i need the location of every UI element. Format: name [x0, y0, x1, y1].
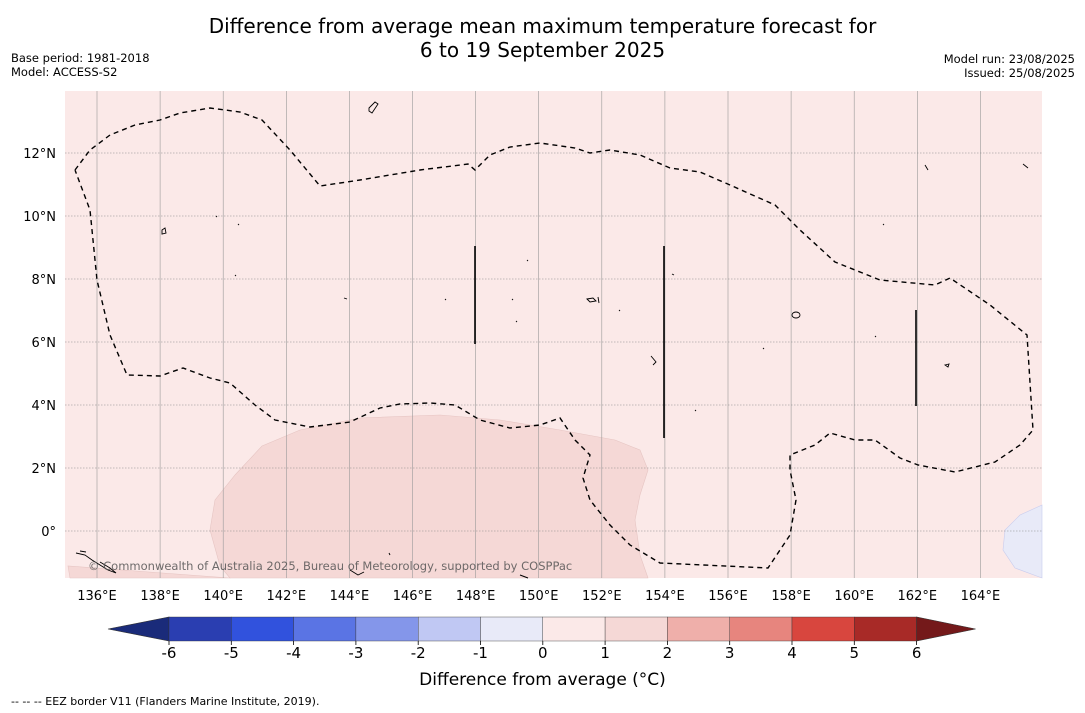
longitude-tick-label: 138°E	[140, 589, 180, 604]
colorbar-segment	[854, 616, 917, 642]
latitude-tick-label: 10°N	[23, 210, 56, 225]
longitude-tick-label: 148°E	[456, 589, 496, 604]
latitude-tick-labels: 12°N 10°N 8°N 6°N 4°N 2°N 0°	[23, 147, 56, 540]
colorbar-tick-label: 6	[912, 644, 922, 662]
colorbar-tick-label: -6	[162, 644, 177, 662]
colorbar-tick-label: 5	[850, 644, 860, 662]
longitude-tick-label: 156°E	[708, 589, 748, 604]
title-line-1: Difference from average mean maximum tem…	[208, 14, 877, 38]
islands	[75, 101, 1029, 576]
latitude-tick-label: 6°N	[32, 336, 57, 351]
longitude-tick-label: 164°E	[961, 589, 1001, 604]
latitude-tick-label: 2°N	[32, 462, 57, 477]
colorbar-title: Difference from average (°C)	[419, 670, 666, 690]
longitude-tick-label: 142°E	[267, 589, 307, 604]
copyright-text: © Commonwealth of Australia 2025, Bureau…	[88, 559, 572, 573]
eez-border	[74, 107, 1034, 569]
eez-border-fragment	[519, 574, 529, 579]
latitude-tick-label: 8°N	[32, 273, 57, 288]
colorbar-segment	[667, 616, 730, 642]
colorbar: -6 -5 -4 -3 -2 -1 0 1 2 3 4 5 6	[107, 616, 976, 662]
colorbar-tick-label: 0	[538, 644, 548, 662]
base-period: Base period: 1981-2018	[11, 51, 150, 65]
colorbar-tick-label: 4	[787, 644, 797, 662]
longitude-tick-label: 154°E	[645, 589, 685, 604]
model-name: Model: ACCESS-S2	[11, 65, 118, 79]
longitude-tick-label: 150°E	[519, 589, 559, 604]
latitude-tick-label: 12°N	[23, 147, 56, 162]
title-line-2: 6 to 19 September 2025	[419, 38, 666, 62]
colorbar-min-extension	[107, 616, 170, 642]
colorbar-segment	[355, 616, 419, 642]
colorbar-segment	[168, 616, 232, 642]
warm-anomaly-region	[67, 414, 649, 579]
longitude-tick-label: 158°E	[771, 589, 811, 604]
colorbar-tick-label: -5	[224, 644, 239, 662]
colorbar-tick-label: 1	[600, 644, 610, 662]
longitude-tick-label: 140°E	[203, 589, 243, 604]
colorbar-max-extension	[916, 616, 976, 642]
longitude-gridlines	[96, 91, 981, 578]
colorbar-segment	[480, 616, 543, 642]
colorbar-tick-label: 2	[663, 644, 673, 662]
colorbar-tick-label: -2	[411, 644, 426, 662]
colorbar-tick-label: -1	[473, 644, 488, 662]
meta-right: Model run: 23/08/2025 Issued: 25/08/2025	[944, 52, 1075, 80]
longitude-tick-labels: 136°E 138°E 140°E 142°E 144°E 146°E 148°E 150°E…	[77, 589, 1000, 604]
meta-left: Base period: 1981-2018 Model: ACCESS-S2	[11, 51, 150, 79]
colorbar-tick-label: -3	[348, 644, 363, 662]
colorbar-tick-label: -4	[286, 644, 301, 662]
latitude-tick-label: 4°N	[32, 399, 57, 414]
chart-title: Difference from average mean maximum tem…	[0, 14, 1085, 62]
colorbar-tick-label: 3	[725, 644, 735, 662]
longitude-tick-label: 136°E	[77, 589, 117, 604]
colorbar-segment	[293, 616, 357, 642]
longitude-tick-label: 162°E	[898, 589, 938, 604]
longitude-tick-label: 160°E	[834, 589, 874, 604]
colorbar-segment	[729, 616, 793, 642]
cool-anomaly-region	[1002, 504, 1043, 579]
latitude-tick-label: 0°	[41, 525, 56, 540]
colorbar-segment	[604, 616, 668, 642]
longitude-tick-label: 146°E	[393, 589, 433, 604]
colorbar-segment	[418, 616, 481, 642]
footer-note: -- -- -- EEZ border V11 (Flanders Marine…	[11, 695, 320, 708]
longitude-tick-label: 144°E	[330, 589, 370, 604]
longitude-tick-label: 152°E	[582, 589, 622, 604]
colorbar-segment	[542, 616, 606, 642]
colorbar-segment	[791, 616, 855, 642]
issued-date: Issued: 25/08/2025	[964, 66, 1075, 80]
colorbar-segment	[231, 616, 294, 642]
model-run: Model run: 23/08/2025	[943, 52, 1075, 66]
